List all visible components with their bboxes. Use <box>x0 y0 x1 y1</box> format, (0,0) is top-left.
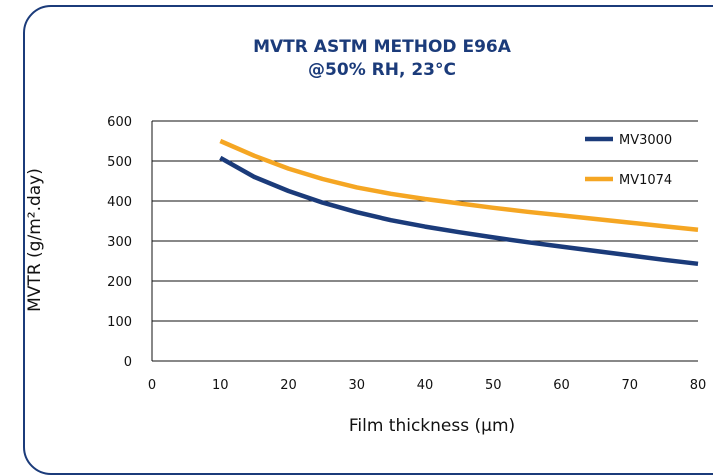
x-tick-label: 80 <box>690 378 707 393</box>
chart: MVTR ASTM METHOD E96A @50% RH, 23°C 0100… <box>25 37 706 436</box>
y-axis-label: MVTR (g/m².day) <box>25 168 45 312</box>
y-tick-label: 300 <box>107 235 132 250</box>
axes <box>151 121 698 362</box>
series-lines <box>219 138 699 267</box>
x-tick-label: 50 <box>485 378 502 393</box>
x-tick-label: 60 <box>553 378 570 393</box>
y-tick-label: 400 <box>107 195 132 210</box>
chart-subtitle: @50% RH, 23°C <box>308 60 456 80</box>
chart-title: MVTR ASTM METHOD E96A <box>253 37 512 57</box>
y-tick-label: 100 <box>107 315 132 330</box>
x-tick-label: 70 <box>621 378 638 393</box>
x-tick-label: 40 <box>417 378 434 393</box>
x-tick-label: 30 <box>348 378 365 393</box>
y-tick-label: 500 <box>107 155 132 170</box>
legend-label-mv3000: MV3000 <box>619 133 672 148</box>
x-tick-label: 0 <box>148 378 156 393</box>
legend: MV3000 MV1074 <box>585 133 672 188</box>
x-axis-label: Film thickness (μm) <box>349 416 515 436</box>
series-line-mv1074 <box>219 138 699 233</box>
series-line-mv3000 <box>219 155 699 267</box>
x-tick-labels: 0 10 20 30 40 50 60 70 80 <box>148 378 706 393</box>
legend-label-mv1074: MV1074 <box>619 173 672 188</box>
y-tick-label: 600 <box>107 115 132 130</box>
y-tick-labels: 0 100 200 300 400 500 600 <box>107 115 132 370</box>
y-tick-label: 200 <box>107 275 132 290</box>
x-tick-label: 10 <box>212 378 229 393</box>
y-tick-label: 0 <box>124 355 132 370</box>
x-tick-label: 20 <box>280 378 297 393</box>
